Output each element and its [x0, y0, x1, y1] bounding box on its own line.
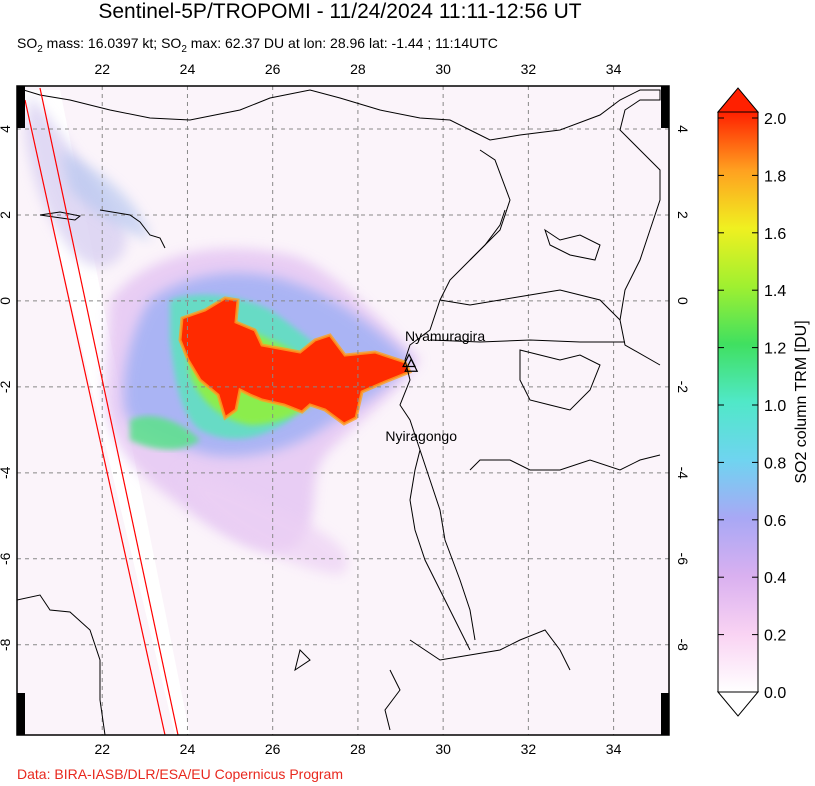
colorbar-scale	[717, 111, 759, 693]
lon-tick-bottom: 34	[606, 741, 622, 757]
lat-tick-right: -4	[675, 467, 691, 480]
colorbar: 2.0 1.8 1.6 1.4 1.2 1.0 0.8 0.6 0.4 0.2 0.0 SO2 co…	[716, 87, 810, 717]
colorbar-max-triangle	[716, 87, 760, 113]
lat-tick-left: 4	[0, 125, 13, 133]
lon-tick-top: 34	[606, 61, 622, 77]
lon-tick-top: 28	[350, 61, 366, 77]
colorbar-tick: 1.6	[764, 226, 786, 243]
lon-tick-top: 26	[265, 61, 281, 77]
colorbar-tick: 0.8	[764, 455, 786, 472]
lat-tick-right: 0	[675, 297, 691, 305]
colorbar-label: SO2 column TRM [DU]	[793, 320, 810, 483]
lon-tick-top: 30	[435, 61, 451, 77]
lat-labels-left: 4 2 0 -2 -4 -6 -8	[0, 125, 13, 651]
colorbar-tick: 1.2	[764, 341, 786, 358]
volcano-nyiragongo[interactable]: Nyiragongo	[385, 357, 457, 444]
lon-tick-bottom: 28	[350, 741, 366, 757]
map-title: Sentinel-5P/TROPOMI - 11/24/2024 11:11-1…	[98, 0, 582, 23]
so2-plume-core	[180, 298, 410, 424]
lat-tick-left: -6	[0, 552, 13, 565]
lat-labels-right: 4 2 0 -2 -4 -6 -8	[675, 125, 691, 651]
colorbar-tick: 0.2	[764, 628, 786, 645]
frame-corner-br	[661, 693, 669, 735]
coastlines-borders	[17, 87, 661, 735]
colorbar-tick: 0.0	[764, 685, 786, 702]
lon-tick-top: 22	[94, 61, 110, 77]
data-credit: Data: BIRA-IASB/DLR/ESA/EU Copernicus Pr…	[17, 766, 344, 782]
frame-corner-tl	[17, 86, 25, 128]
colorbar-tick: 2.0	[764, 111, 786, 128]
lat-tick-left: -4	[0, 466, 13, 479]
colorbar-tick: 1.4	[764, 283, 786, 300]
lat-tick-right: 4	[675, 125, 691, 133]
lon-tick-top: 24	[180, 61, 196, 77]
frame-corner-tr	[661, 86, 669, 128]
volcano-label: Nyiragongo	[385, 428, 457, 444]
lon-labels-top: 22 24 26 28 30 32 34	[94, 61, 621, 77]
lat-tick-right: 2	[675, 211, 691, 219]
lon-labels-bottom: 22 24 26 28 30 32 34	[94, 741, 621, 757]
lat-tick-left: 2	[0, 211, 13, 219]
lat-tick-left: -8	[0, 638, 13, 651]
colorbar-tick: 1.8	[764, 168, 786, 185]
orbit-edge-right	[39, 87, 179, 735]
volcano-label: Nyamuragira	[405, 328, 485, 344]
lon-tick-bottom: 30	[435, 741, 451, 757]
orbit-edge-left	[24, 99, 166, 735]
lat-tick-right: -2	[675, 381, 691, 394]
frame-corner-bl	[17, 693, 25, 735]
lon-tick-bottom: 26	[265, 741, 281, 757]
lon-tick-bottom: 24	[180, 741, 196, 757]
lon-tick-bottom: 22	[94, 741, 110, 757]
lat-tick-left: 0	[0, 297, 13, 305]
lat-tick-right: -6	[675, 553, 691, 566]
so2-summary: SO2 mass: 16.0397 kt; SO2 max: 62.37 DU …	[17, 35, 498, 55]
map-frame	[16, 85, 670, 736]
colorbar-min-triangle	[716, 691, 760, 717]
volcano-triangle-icon	[404, 357, 419, 372]
map-area[interactable]	[17, 86, 669, 735]
colorbar-tick: 1.0	[764, 398, 786, 415]
colorbar-tick: 0.6	[764, 513, 786, 530]
lat-tick-left: -2	[0, 380, 13, 393]
lon-tick-top: 32	[521, 61, 537, 77]
lon-tick-bottom: 32	[521, 741, 537, 757]
lat-tick-right: -8	[675, 639, 691, 652]
colorbar-tick: 0.4	[764, 570, 786, 587]
